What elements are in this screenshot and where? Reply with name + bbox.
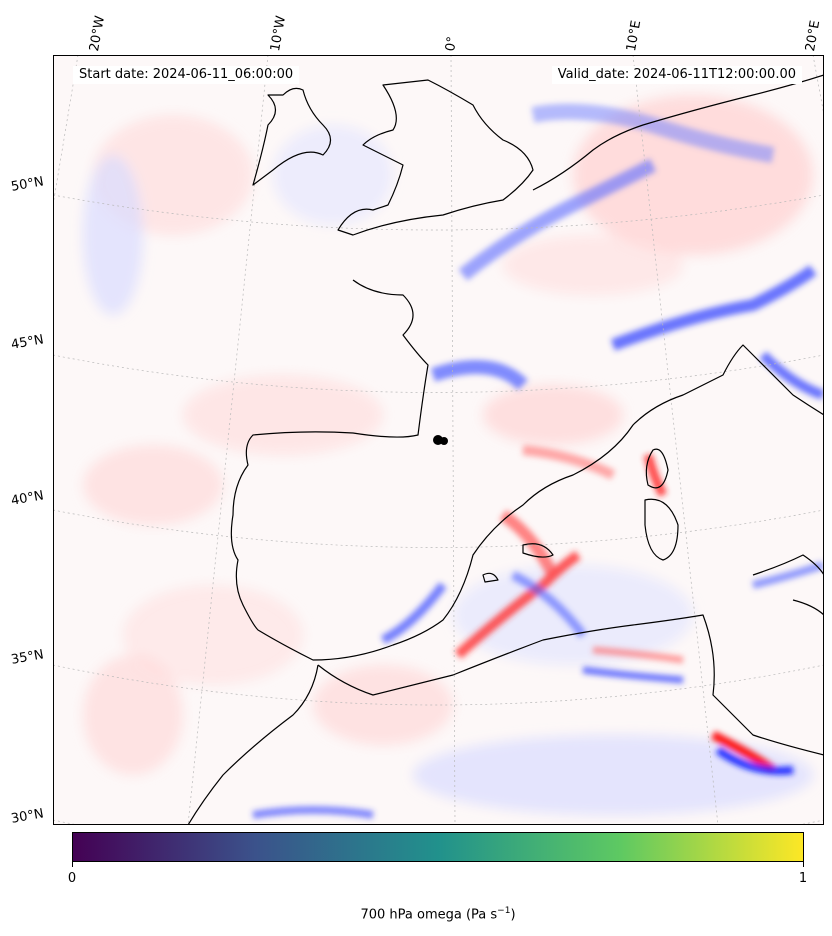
iberia-france-italy-coast xyxy=(230,279,824,661)
corsica-coast xyxy=(645,448,669,489)
colorbar-label-main: 700 hPa omega (Pa s xyxy=(360,907,498,923)
marker-dot-icon xyxy=(433,435,448,445)
north-sea-coast xyxy=(532,74,824,191)
lon-label-10w: 10°W xyxy=(268,14,290,53)
map-panel xyxy=(53,55,824,825)
colorbar xyxy=(72,832,804,862)
lat-label-35n: 35°N xyxy=(10,647,45,668)
omega-map xyxy=(53,55,824,825)
start-date-label: Start date: 2024-06-11_06:00:00 xyxy=(73,66,300,84)
colorbar-ticklabel-max: 1 xyxy=(798,871,808,886)
coastline-overlay xyxy=(187,74,824,825)
tunisia-coast xyxy=(792,599,824,616)
colorbar-gradient xyxy=(73,833,803,861)
lon-label-10e: 10°E xyxy=(624,19,645,53)
colorbar-tick-max xyxy=(803,862,804,867)
lat-label-30n: 30°N xyxy=(10,806,45,827)
sicily-coast xyxy=(752,554,824,576)
colorbar-tick-min xyxy=(72,862,73,867)
lon-label-0: 0° xyxy=(443,35,461,53)
colorbar-label-close: ) xyxy=(510,907,516,923)
lat-label-45n: 45°N xyxy=(10,332,45,353)
balearic-coast xyxy=(522,543,554,558)
colorbar-label: 700 hPa omega (Pa s−1) xyxy=(0,906,832,922)
lon-label-20w: 20°W xyxy=(87,14,109,53)
great-britain-coast xyxy=(337,79,534,236)
lon-label-20e: 20°E xyxy=(803,19,824,53)
morocco-atlantic-coast xyxy=(187,664,319,825)
north-africa-coast xyxy=(317,614,824,756)
colorbar-label-exponent: −1 xyxy=(497,906,511,916)
graticule xyxy=(53,55,824,825)
ireland-coast xyxy=(252,87,332,186)
lat-label-50n: 50°N xyxy=(10,174,45,195)
sardinia-coast xyxy=(644,498,679,561)
broad-field xyxy=(83,95,813,815)
lat-label-40n: 40°N xyxy=(10,488,45,509)
ibiza-coast xyxy=(482,572,499,583)
valid-date-label: Valid_date: 2024-06-11T12:00:00.00 xyxy=(551,66,802,84)
colorbar-ticklabel-min: 0 xyxy=(67,871,77,886)
